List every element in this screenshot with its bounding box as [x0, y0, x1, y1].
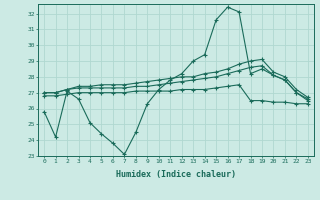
X-axis label: Humidex (Indice chaleur): Humidex (Indice chaleur) [116, 170, 236, 179]
